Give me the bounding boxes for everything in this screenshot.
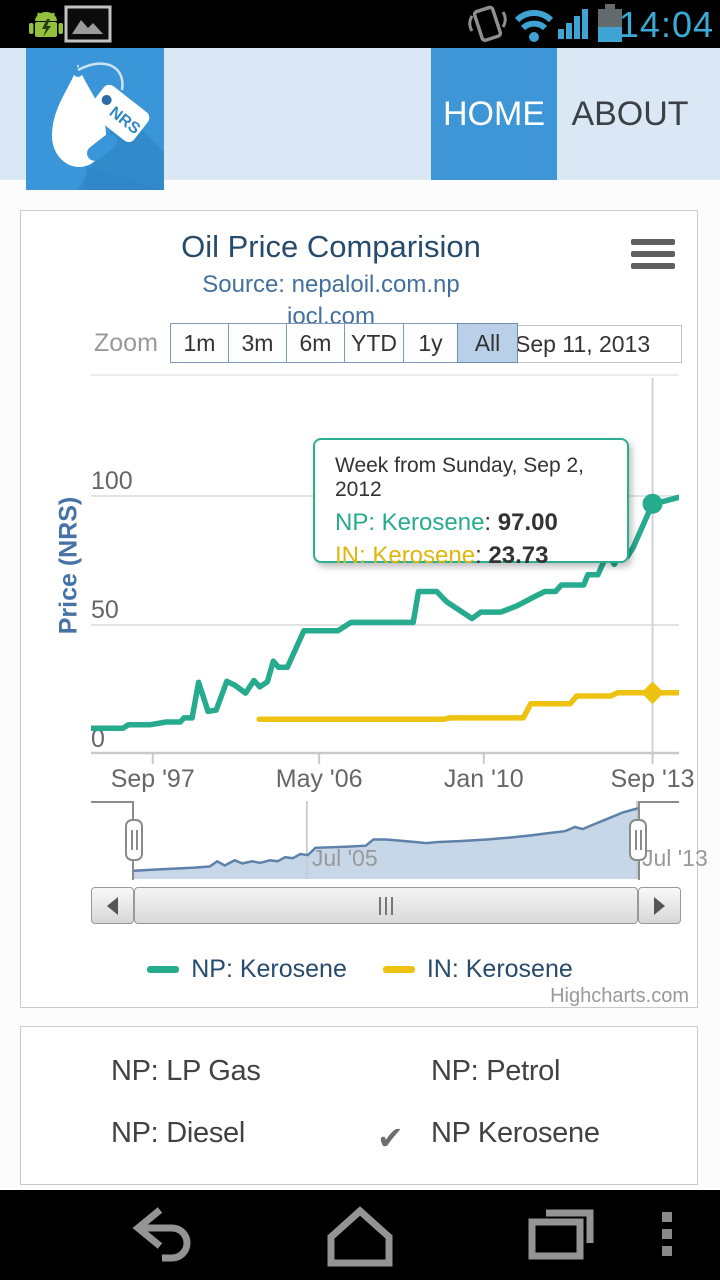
- navigator-svg: [133, 801, 639, 879]
- check-icon: ✔: [377, 1120, 404, 1156]
- menu-overflow-button[interactable]: [660, 1212, 674, 1264]
- x-tick-label: Sep '97: [110, 765, 195, 793]
- chart-legend: NP: Kerosene IN: Kerosene: [21, 955, 699, 984]
- y-tick-label: 50: [91, 596, 119, 624]
- scrollbar-thumb[interactable]: [134, 887, 638, 924]
- zoom-button-3m[interactable]: 3m: [228, 323, 287, 363]
- legend-item[interactable]: NP: Kerosene: [147, 955, 347, 984]
- android-debug-icon: [29, 12, 63, 37]
- android-navbar: [0, 1190, 720, 1280]
- y-axis-title: Price (NRS): [54, 496, 83, 635]
- chart-tooltip: Week from Sunday, Sep 2, 2012 NP: Kerose…: [313, 438, 629, 569]
- main-chart-svg: [88, 374, 682, 764]
- zoom-button-6m[interactable]: 6m: [286, 323, 345, 363]
- app-header: NRS HOME ABOUT: [0, 48, 720, 190]
- navigator-label: Jul '13: [641, 845, 708, 871]
- wifi-icon: [514, 9, 554, 42]
- home-button[interactable]: [322, 1200, 398, 1270]
- x-tick-label: Jan '10: [443, 765, 524, 793]
- zoom-button-1y[interactable]: 1y: [403, 323, 458, 363]
- series-option-np-petrol[interactable]: NP: Petrol: [431, 1055, 561, 1087]
- x-tick-label: May '06: [275, 765, 363, 793]
- zoom-button-all[interactable]: All: [457, 323, 518, 363]
- chart-subtitle-source: Source: nepaloil.com.np: [202, 271, 460, 298]
- scrollbar-right-button[interactable]: [638, 887, 681, 924]
- battery-icon: [598, 4, 622, 42]
- tooltip-row: NP: Kerosene: 97.00: [335, 509, 558, 536]
- tab-about[interactable]: ABOUT: [571, 94, 689, 133]
- app-logo: NRS: [26, 48, 164, 190]
- legend-swatch: [147, 966, 180, 973]
- zoom-button-ytd[interactable]: YTD: [344, 323, 404, 363]
- series-option-np-diesel[interactable]: NP: Diesel: [111, 1117, 245, 1149]
- tooltip-title: Week from Sunday, Sep 2, 2012: [335, 454, 585, 501]
- signal-icon: [558, 9, 588, 39]
- legend-label: NP: Kerosene: [191, 955, 347, 983]
- recents-button[interactable]: [524, 1200, 598, 1266]
- highcharts-credits[interactable]: Highcharts.com: [550, 985, 689, 1007]
- navigator-handle-left[interactable]: [125, 819, 143, 861]
- tab-home[interactable]: HOME: [431, 48, 557, 180]
- navigator-label: Jul '05: [311, 845, 378, 871]
- tooltip-row: IN: Kerosene: 23.73: [335, 542, 549, 569]
- legend-label: IN: Kerosene: [426, 955, 573, 983]
- chart-card: Oil Price Comparision Source: nepaloil.c…: [20, 210, 708, 1008]
- gallery-icon: [64, 5, 112, 43]
- legend-swatch: [382, 966, 415, 973]
- chart-context-menu-icon[interactable]: [631, 239, 675, 273]
- x-tick-label: Sep '13: [610, 765, 695, 793]
- navigator-handle-right[interactable]: [629, 819, 647, 861]
- range-selector-buttons: 1m 3m 6m YTD 1y All: [170, 323, 518, 363]
- main-chart-plot[interactable]: [88, 374, 682, 768]
- legend-item[interactable]: IN: Kerosene: [382, 955, 573, 984]
- date-input[interactable]: Sep 11, 2013: [506, 325, 682, 363]
- back-button[interactable]: [120, 1200, 200, 1268]
- zoom-label: Zoom: [94, 329, 158, 357]
- series-option-np-lp-gas[interactable]: NP: LP Gas: [111, 1055, 261, 1087]
- vibrate-icon: [468, 5, 507, 43]
- navigator-chart[interactable]: [133, 801, 639, 879]
- zoom-button-1m[interactable]: 1m: [170, 323, 229, 363]
- y-tick-label: 100: [91, 467, 133, 496]
- status-time: 14:04: [618, 4, 714, 45]
- series-selection-card: NP: LP Gas NP: Petrol NP: Diesel ✔ NP Kerose…: [20, 1026, 698, 1185]
- chart-title: Oil Price Comparision: [181, 229, 481, 264]
- series-option-np-kerosene[interactable]: NP Kerosene: [431, 1117, 600, 1149]
- status-bar: 14:04: [0, 0, 720, 48]
- scrollbar-left-button[interactable]: [91, 887, 134, 924]
- y-tick-label: 0: [91, 725, 105, 753]
